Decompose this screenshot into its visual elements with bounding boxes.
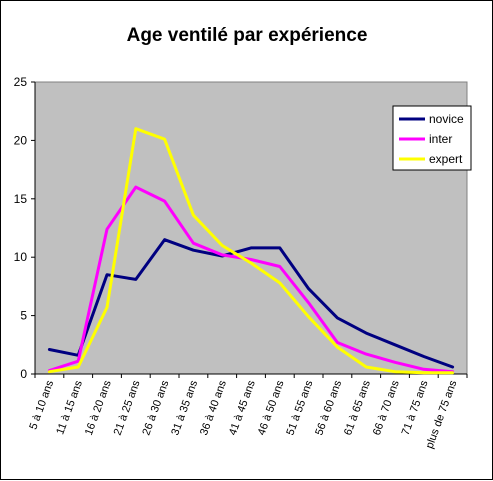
legend-label-expert: expert xyxy=(429,152,463,166)
y-tick-label: 0 xyxy=(20,367,27,381)
x-tick-label: plus de 75 ans xyxy=(424,378,460,450)
x-tick-label: 61 à 65 ans xyxy=(342,378,373,437)
x-tick-label: 71 à 75 ans xyxy=(400,378,431,437)
x-tick-label: 16 à 20 ans xyxy=(83,378,114,437)
legend-label-inter: inter xyxy=(429,132,452,146)
legend: novice inter expert xyxy=(392,105,472,171)
x-tick-label: 51 à 55 ans xyxy=(284,378,315,437)
x-tick-label: 26 à 30 ans xyxy=(140,378,171,437)
y-tick-label: 25 xyxy=(14,75,28,89)
x-tick-label: 5 à 10 ans xyxy=(27,378,56,431)
x-tick-label: 31 à 35 ans xyxy=(169,378,200,437)
chart-title: Age ventilé par expérience xyxy=(127,25,368,46)
y-tick-label: 15 xyxy=(14,192,28,206)
x-tick-label: 36 à 40 ans xyxy=(198,378,229,437)
x-tick-label: 56 à 60 ans xyxy=(313,378,344,437)
x-tick-label: 11 à 15 ans xyxy=(54,378,85,436)
x-tick-label: 21 à 25 ans xyxy=(112,378,143,437)
series-line-inter xyxy=(47,185,455,374)
series-line-expert xyxy=(47,127,455,375)
y-tick-label: 5 xyxy=(20,309,27,323)
series-line-novice xyxy=(47,238,455,369)
legend-label-novice: novice xyxy=(429,112,464,126)
x-tick-label: 66 à 70 ans xyxy=(371,378,402,437)
y-tick-label: 20 xyxy=(14,133,28,147)
y-tick-label: 10 xyxy=(14,250,28,264)
x-tick-label: 41 à 45 ans xyxy=(227,378,258,437)
x-tick-label: 46 à 50 ans xyxy=(256,378,287,437)
